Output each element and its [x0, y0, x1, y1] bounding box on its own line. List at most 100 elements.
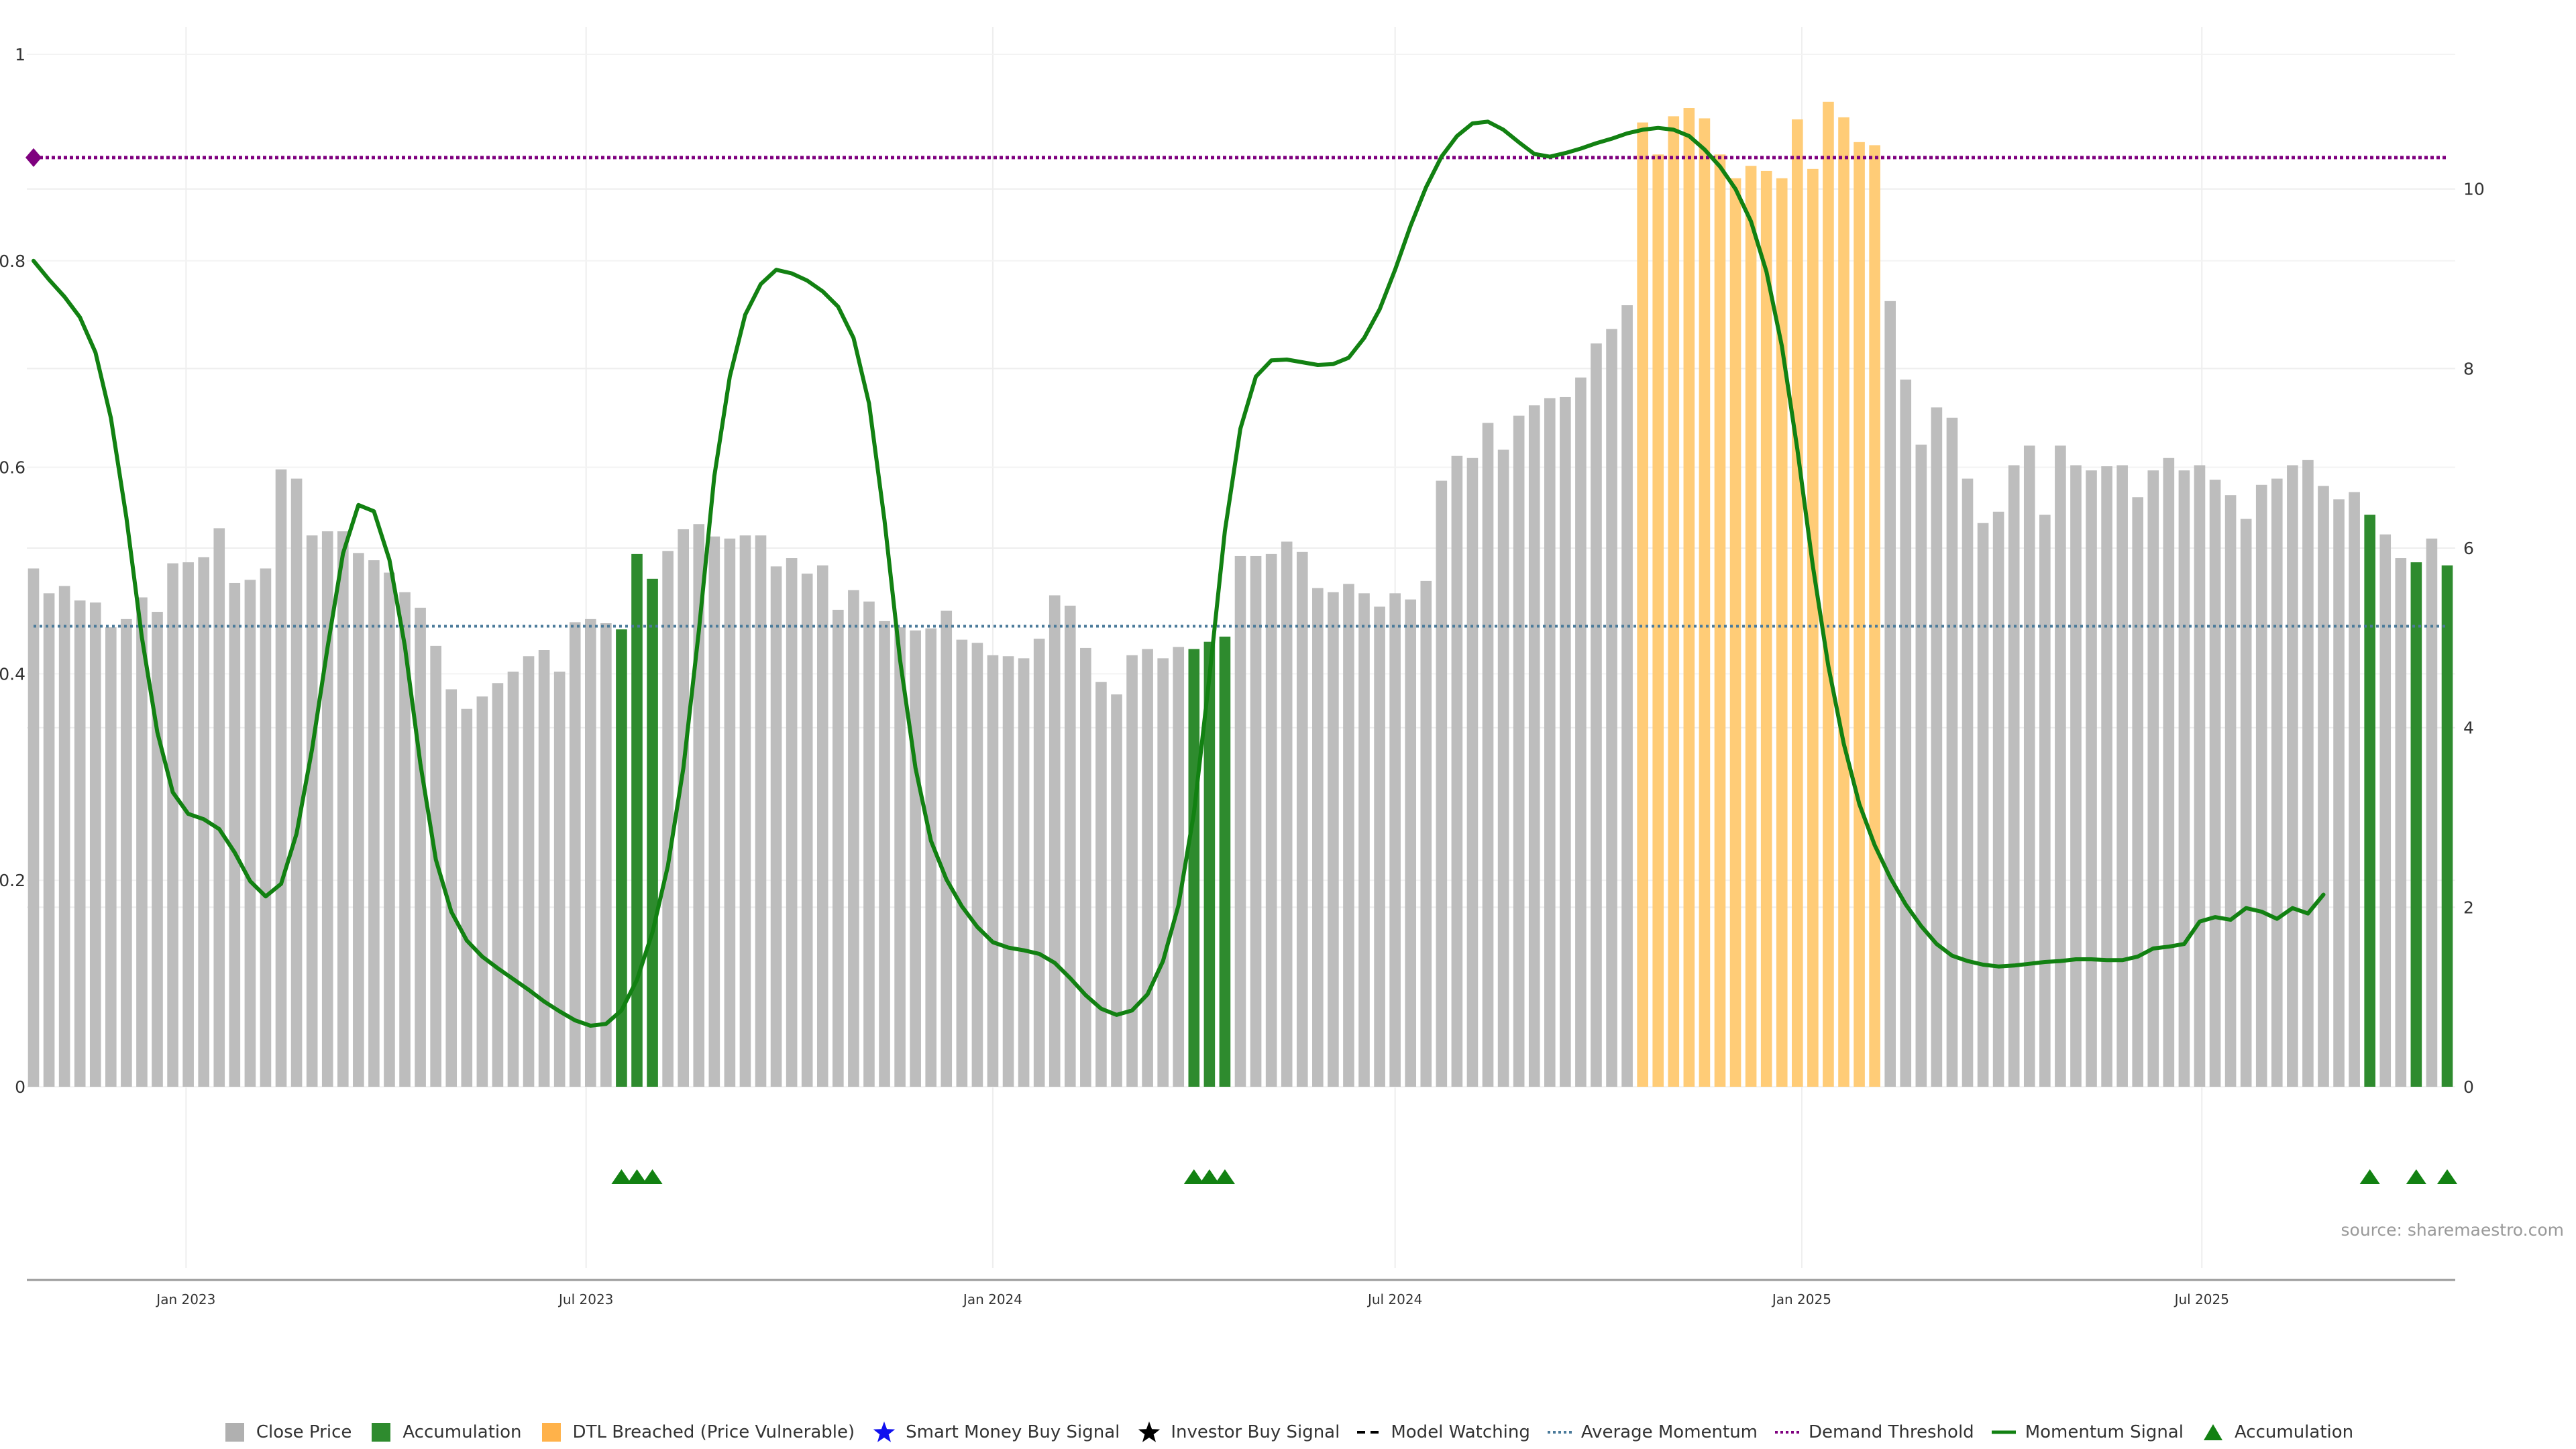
close-price-bar: [1591, 343, 1602, 1087]
close-price-bar: [1544, 398, 1556, 1087]
x-tick-label: Jan 2024: [962, 1291, 1022, 1307]
close-price-bar: [353, 553, 364, 1087]
close-price-bar: [275, 469, 287, 1087]
accumulation-bar: [1219, 636, 1231, 1087]
accumulation-triangle: [2359, 1169, 2380, 1184]
legend-item-demand-threshold: Demand Threshold: [1775, 1421, 1974, 1444]
legend-line-icon: [1991, 1430, 2016, 1434]
close-price-bar: [1374, 606, 1385, 1087]
close-price-bar: [213, 528, 225, 1087]
close-price-bar: [58, 586, 70, 1087]
close-price-bar: [1328, 592, 1339, 1087]
x-tick-label: Jul 2023: [557, 1291, 613, 1307]
legend-item-investor-buy-signal: Investor Buy Signal: [1137, 1421, 1340, 1444]
close-price-bar: [2023, 445, 2035, 1087]
close-price-bar: [755, 535, 767, 1087]
close-price-bar: [2224, 495, 2237, 1087]
legend-square-icon: [541, 1423, 561, 1442]
bars-layer: [28, 101, 2453, 1087]
close-price-bar: [445, 689, 458, 1087]
legend-triangle-icon: [2203, 1424, 2222, 1440]
accumulation-bar: [2364, 515, 2375, 1087]
close-price-bar: [786, 558, 798, 1087]
accumulation-bar: [2410, 562, 2422, 1087]
dtl-breached-bar: [1792, 119, 1803, 1087]
close-price-bar: [553, 672, 566, 1087]
close-price-bar: [585, 619, 596, 1087]
legend-item-dtl-breached-price-vulnerable: DTL Breached (Price Vulnerable): [539, 1421, 855, 1444]
close-price-bar: [925, 628, 937, 1087]
close-price-bar: [523, 656, 535, 1087]
close-price-bar: [1343, 584, 1354, 1087]
close-price-bar: [2395, 558, 2407, 1087]
legend-label: Model Watching: [1391, 1422, 1530, 1442]
close-price-bar: [1606, 329, 1617, 1087]
close-price-bar: [1173, 647, 1185, 1087]
close-price-bar: [569, 622, 581, 1087]
close-price-bar: [476, 696, 488, 1087]
legend-item-close-price: Close Price: [223, 1421, 352, 1444]
close-price-bar: [229, 582, 241, 1087]
dtl-breached-bar: [1807, 168, 1819, 1087]
legend-label: DTL Breached (Price Vulnerable): [572, 1422, 855, 1442]
accumulation-triangle: [1199, 1169, 1220, 1184]
close-price-bar: [1142, 649, 1153, 1087]
close-price-bar: [1420, 580, 1432, 1087]
close-price-bar: [2287, 465, 2298, 1087]
demand-threshold-marker: [25, 148, 42, 167]
legend-item-model-watching: Model Watching: [1357, 1421, 1530, 1444]
dtl-breached-bar: [1854, 142, 1865, 1087]
close-price-bar: [2379, 534, 2392, 1087]
axes-layer: Jan 2023 Jul 2023 Jan 2024 Jul 2024 Jan 2025…: [0, 45, 2485, 1307]
close-price-bar: [2008, 465, 2020, 1087]
close-price-bar: [1157, 658, 1169, 1087]
close-price-bar: [74, 600, 86, 1087]
close-price-bar: [43, 593, 55, 1087]
close-price-bar: [879, 621, 890, 1087]
close-price-bar: [121, 619, 132, 1087]
close-price-bar: [492, 683, 504, 1087]
close-price-bar: [1482, 423, 1494, 1087]
close-price-bar: [1436, 480, 1448, 1087]
close-price-bar: [739, 535, 751, 1087]
accumulation-bar: [647, 578, 658, 1087]
close-price-bar: [801, 574, 813, 1087]
close-price-bar: [2070, 465, 2082, 1087]
close-price-bar: [415, 607, 426, 1087]
left-tick-label: 0.6: [0, 458, 25, 478]
legend-label: Demand Threshold: [1809, 1422, 1974, 1442]
legend-square-icon: [225, 1423, 244, 1442]
close-price-bar: [1946, 417, 1958, 1087]
right-tick-label: 8: [2463, 359, 2474, 378]
close-price-bar: [1621, 305, 1633, 1087]
close-price-bar: [152, 612, 163, 1087]
close-price-bar: [167, 563, 178, 1087]
legend-dash-icon: [1357, 1431, 1382, 1434]
right-tick-label: 10: [2463, 180, 2485, 199]
close-price-bar: [1265, 553, 1277, 1087]
close-price-bar: [724, 538, 736, 1087]
close-price-bar: [1095, 682, 1107, 1087]
x-tick-label: Jul 2024: [1366, 1291, 1422, 1307]
right-tick-label: 2: [2463, 898, 2474, 917]
close-price-bar: [833, 609, 844, 1087]
close-price-bar: [198, 557, 210, 1087]
accumulation-bar: [1203, 641, 1216, 1087]
dtl-breached-bar: [1699, 118, 1711, 1087]
dtl-breached-bar: [1683, 108, 1695, 1087]
close-price-bar: [1080, 647, 1091, 1087]
legend-star-icon: [1138, 1421, 1161, 1442]
close-price-bar: [306, 535, 318, 1087]
close-price-bar: [28, 568, 40, 1087]
close-price-bar: [971, 643, 983, 1087]
dtl-breached-bar: [1714, 154, 1726, 1087]
close-price-bar: [1962, 478, 1974, 1087]
close-price-bar: [2426, 538, 2438, 1087]
close-price-bar: [2302, 460, 2314, 1087]
close-price-bar: [2101, 466, 2112, 1087]
accumulation-triangle: [2437, 1169, 2457, 1184]
close-price-bar: [2086, 470, 2097, 1087]
accumulation-triangle: [642, 1169, 663, 1184]
close-price-bar: [1466, 458, 1479, 1087]
close-price-bar: [337, 531, 349, 1087]
